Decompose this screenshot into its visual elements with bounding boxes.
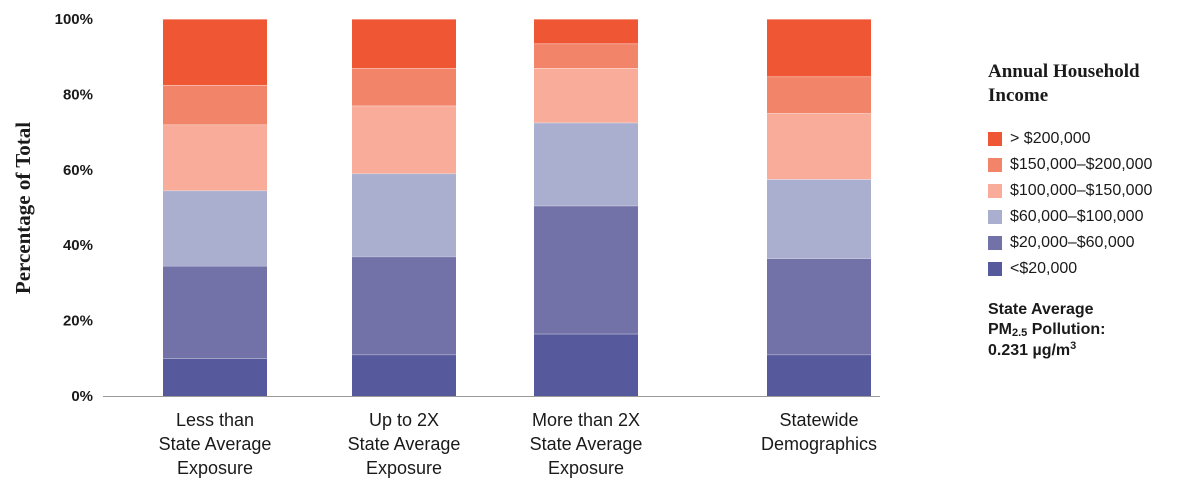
bar-segment	[352, 354, 456, 396]
legend-swatch	[988, 262, 1002, 276]
x-tick-label: Exposure	[548, 458, 624, 478]
bar-segment	[163, 84, 267, 125]
note-value: 0.231 µg/m	[988, 342, 1071, 359]
note-value-sup: 3	[1070, 340, 1077, 352]
bar-segment	[534, 122, 638, 206]
legend-item: $60,000–$100,000	[988, 204, 1188, 230]
bar-segment	[767, 76, 871, 114]
bar-segment	[534, 68, 638, 123]
y-tick-label: 0%	[71, 388, 93, 405]
legend: Annual Household Income > $200,000 $150,0…	[988, 60, 1188, 362]
x-tick-label: Up to 2X	[369, 410, 439, 430]
legend-swatch	[988, 210, 1002, 224]
bar-segment	[767, 113, 871, 180]
bar-segment	[534, 19, 638, 44]
legend-swatch	[988, 236, 1002, 250]
x-tick-label: State Average	[348, 434, 461, 454]
note-pm-sub: 2.5	[1012, 327, 1028, 339]
note-pm: PM	[988, 321, 1012, 338]
bar-segment	[163, 19, 267, 85]
legend-label: $100,000–$150,000	[1010, 182, 1153, 199]
legend-label: > $200,000	[1010, 130, 1091, 147]
legend-item: $150,000–$200,000	[988, 152, 1188, 178]
y-axis-ticks: 0% 20% 40% 60% 80% 100%	[55, 11, 880, 405]
y-tick-label: 20%	[63, 313, 93, 330]
y-tick-label: 60%	[63, 162, 93, 179]
legend-item: $20,000–$60,000	[988, 230, 1188, 256]
legend-label: $20,000–$60,000	[1010, 234, 1135, 251]
state-average-note: State Average PM2.5 Pollution: 0.231 µg/…	[988, 300, 1188, 362]
x-tick-label: Exposure	[177, 458, 253, 478]
y-tick-label: 40%	[63, 237, 93, 254]
x-tick-label: Statewide	[779, 410, 858, 430]
legend-items: > $200,000 $150,000–$200,000 $100,000–$150…	[988, 126, 1188, 282]
bar-segment	[163, 265, 267, 359]
legend-label: <$20,000	[1010, 260, 1078, 277]
bar-segment	[767, 179, 871, 259]
bar-segment	[534, 205, 638, 334]
bar-segment	[767, 19, 871, 77]
bar-segment	[767, 258, 871, 355]
bar-segment	[352, 256, 456, 355]
x-tick-label: State Average	[530, 434, 643, 454]
legend-swatch	[988, 132, 1002, 146]
legend-item: $100,000–$150,000	[988, 178, 1188, 204]
bars	[163, 18, 871, 396]
note-line-3: 0.231 µg/m3	[988, 340, 1188, 362]
bar-segment	[352, 173, 456, 257]
legend-swatch	[988, 158, 1002, 172]
note-line-1: State Average	[988, 301, 1094, 318]
bar-segment	[534, 43, 638, 69]
bar-segment	[163, 190, 267, 266]
x-tick-label: Exposure	[366, 458, 442, 478]
legend-label: $150,000–$200,000	[1010, 156, 1153, 173]
bar-segment	[352, 68, 456, 106]
bar-segment	[163, 358, 267, 396]
legend-label: $60,000–$100,000	[1010, 208, 1144, 225]
bar-segment	[163, 124, 267, 191]
bar-segment	[352, 19, 456, 69]
legend-title: Annual Household Income	[988, 61, 1140, 106]
x-tick-label: Demographics	[761, 434, 877, 454]
x-tick-label: State Average	[159, 434, 272, 454]
bar-segment	[534, 333, 638, 396]
bar-segment	[767, 354, 871, 396]
bar-segment	[352, 105, 456, 174]
x-tick-label: Less than	[176, 410, 254, 430]
legend-item: > $200,000	[988, 126, 1188, 152]
y-tick-label: 100%	[55, 11, 93, 28]
legend-item: <$20,000	[988, 256, 1188, 282]
y-tick-label: 80%	[63, 86, 93, 103]
stacked-bar-chart: Percentage of Total 0% 20% 40% 60% 80% 100% L…	[11, 11, 880, 478]
note-line-2: PM2.5 Pollution:	[988, 320, 1188, 341]
y-axis-label: Percentage of Total	[11, 122, 35, 294]
x-tick-label: More than 2X	[532, 410, 640, 430]
note-pollution: Pollution:	[1027, 321, 1106, 338]
x-axis-labels: Less than State Average Exposure Up to 2X St…	[159, 410, 877, 478]
legend-swatch	[988, 184, 1002, 198]
